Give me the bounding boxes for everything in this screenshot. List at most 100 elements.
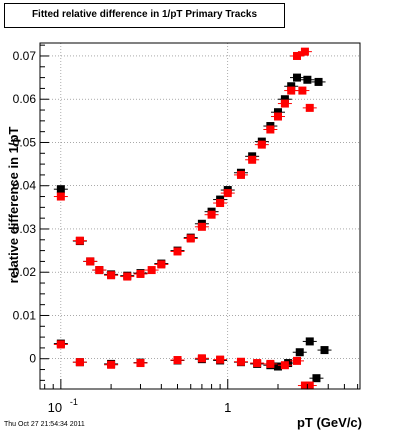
point-marker [295, 348, 304, 357]
data-point [300, 75, 315, 84]
point-marker [257, 140, 266, 149]
data-marks [53, 47, 332, 390]
point-marker [56, 340, 65, 349]
data-point [290, 73, 305, 82]
data-point [302, 103, 317, 112]
point-marker [305, 381, 314, 390]
point-marker [314, 77, 323, 86]
data-point [292, 348, 307, 357]
point-marker [293, 356, 302, 365]
point-marker [287, 82, 296, 91]
data-point [309, 374, 324, 383]
point-marker [223, 189, 232, 198]
point-marker [320, 346, 329, 355]
data-point [53, 185, 68, 194]
point-marker [298, 86, 307, 95]
point-marker [305, 337, 314, 346]
point-marker [287, 86, 296, 95]
data-point [254, 140, 269, 149]
point-marker [236, 357, 245, 366]
y-tick-label: 0.06 [13, 92, 37, 106]
grid [40, 43, 360, 389]
y-tick-label: 0.02 [13, 265, 37, 279]
point-marker [157, 260, 166, 269]
point-marker [197, 354, 206, 363]
point-marker [248, 155, 257, 164]
data-point [92, 266, 107, 275]
point-marker [273, 112, 282, 121]
point-marker [56, 192, 65, 201]
x-axis-label: pT (GeV/c) [297, 415, 362, 430]
data-point [277, 95, 292, 104]
point-marker [107, 271, 116, 280]
point-marker [266, 359, 275, 368]
point-marker [75, 358, 84, 367]
data-point [270, 112, 285, 121]
data-point [311, 77, 326, 86]
data-point [194, 354, 209, 363]
data-point [317, 346, 332, 355]
y-tick-label: 0.07 [13, 49, 37, 63]
data-point [277, 99, 292, 108]
chart-title-box: Fitted relative difference in 1/pT Prima… [4, 3, 285, 28]
data-point [302, 381, 317, 390]
point-marker [303, 75, 312, 84]
data-point [220, 189, 235, 198]
point-marker [293, 51, 302, 60]
point-marker [216, 355, 225, 364]
data-point [170, 356, 185, 365]
x-tick-exponent: -1 [70, 397, 78, 407]
point-marker [273, 362, 282, 371]
data-point [270, 108, 285, 117]
data-point [133, 269, 148, 278]
data-point [302, 337, 317, 346]
data-point [144, 266, 159, 275]
data-point [250, 359, 265, 368]
point-marker [86, 257, 95, 266]
y-tick-label: 0.05 [13, 135, 37, 149]
point-marker [293, 73, 302, 82]
data-point [170, 247, 185, 256]
point-marker [75, 236, 84, 245]
data-point [133, 359, 148, 368]
point-marker [266, 125, 275, 134]
data-point [213, 199, 228, 208]
timestamp: Thu Oct 27 21:54:34 2011 [4, 421, 85, 428]
data-point [53, 192, 68, 201]
data-point [72, 236, 87, 245]
data-point [104, 271, 119, 280]
point-marker [136, 359, 145, 368]
data-point [213, 355, 228, 364]
point-marker [186, 234, 195, 243]
point-marker [207, 210, 216, 219]
data-point [233, 357, 248, 366]
x-tick-label: 1 [224, 400, 231, 415]
point-marker [107, 360, 116, 369]
data-point [120, 272, 135, 281]
data-point [233, 170, 248, 179]
point-marker [173, 356, 182, 365]
point-marker [280, 95, 289, 104]
data-point [154, 260, 169, 269]
point-marker [300, 47, 309, 56]
plot-frame [39, 42, 361, 390]
point-marker [280, 361, 289, 370]
data-point [83, 257, 98, 266]
data-point [284, 82, 299, 91]
data-point [72, 358, 87, 367]
data-point [290, 356, 305, 365]
y-axis-label: relative difference in 1/pT [6, 127, 21, 284]
point-marker [95, 266, 104, 275]
data-point [290, 51, 305, 60]
point-marker [312, 374, 321, 383]
data-point [194, 222, 209, 231]
point-marker [280, 99, 289, 108]
point-marker [236, 170, 245, 179]
point-marker [305, 103, 314, 112]
point-marker [56, 185, 65, 194]
y-tick-label: 0.04 [13, 179, 37, 193]
data-point [183, 234, 198, 243]
point-marker [216, 199, 225, 208]
data-point [245, 155, 260, 164]
point-marker [147, 266, 156, 275]
